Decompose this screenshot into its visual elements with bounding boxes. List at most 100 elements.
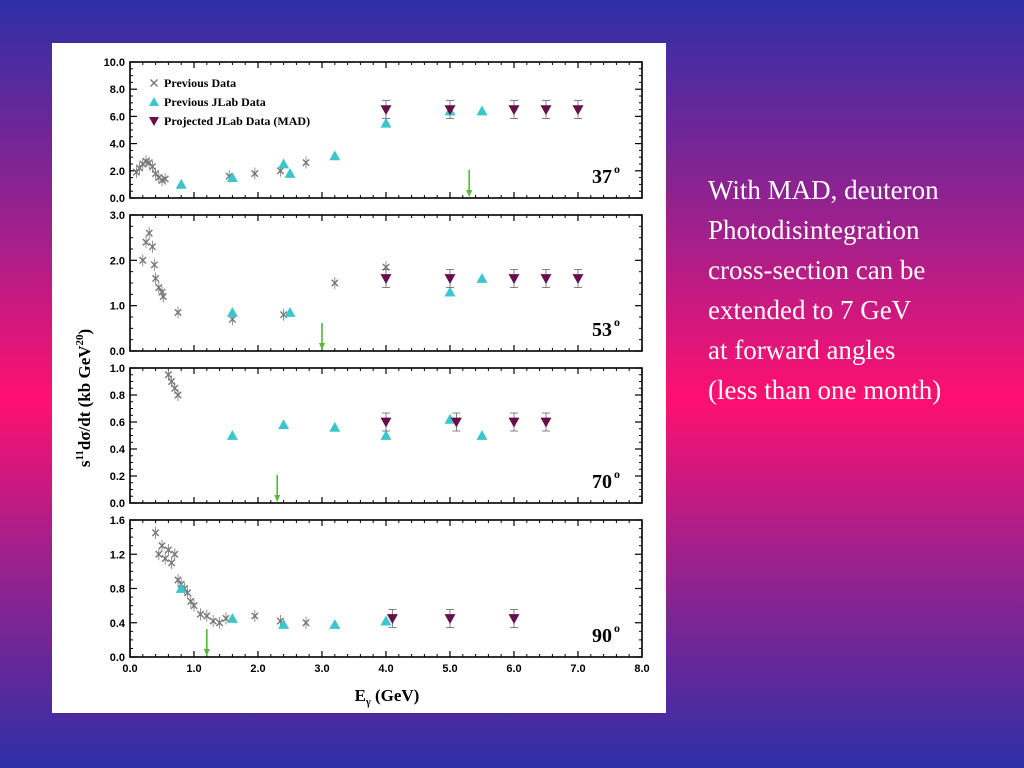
threshold-arrowhead xyxy=(466,190,473,197)
previous-data-point xyxy=(148,243,157,251)
projected-data-point xyxy=(444,274,456,284)
jlab-data-point xyxy=(175,178,187,189)
threshold-arrowhead xyxy=(274,495,281,502)
jlab-data-point xyxy=(284,168,296,178)
previous-data-point xyxy=(174,391,182,399)
y-tick-label: 0.2 xyxy=(110,471,125,483)
chart-panel-90: 0.0 1.0 2.0 3.0 4.0 5.0 6.0 7.0 8.0 0.0 0.4 0.8 1.2 1… xyxy=(110,515,650,675)
previous-data-point xyxy=(155,283,163,292)
previous-data-point xyxy=(228,315,237,323)
y-tick-label: 0.0 xyxy=(110,498,125,510)
panel-angle-label: 90 xyxy=(592,625,612,647)
jlab-data-point xyxy=(278,158,290,169)
jlab-data-point xyxy=(226,430,238,440)
projected-data-point xyxy=(572,105,584,116)
previous-data-point xyxy=(171,550,179,558)
previous-data-point xyxy=(150,261,159,269)
caption-line: Photodisintegration xyxy=(708,215,920,245)
projected-data-point xyxy=(380,417,392,428)
jlab-data-point xyxy=(226,172,238,182)
projected-data-point xyxy=(540,274,552,284)
caption-line: at forward angles xyxy=(708,335,896,365)
previous-data-point xyxy=(302,619,310,627)
jlab-data-point xyxy=(444,286,456,297)
projected-data-point xyxy=(508,417,520,428)
y-tick-label: 8.0 xyxy=(110,84,125,96)
projected-data-point xyxy=(540,417,552,428)
y-axis-label: s11dσ/dt (kb GeV20) xyxy=(74,329,94,467)
y-tick-label: 0.0 xyxy=(110,652,125,664)
previous-data-point xyxy=(151,529,160,537)
y-tick-label: 1.0 xyxy=(110,301,125,313)
previous-data-point xyxy=(161,554,169,563)
projected-data-point xyxy=(380,105,392,116)
x-tick-label: 6.0 xyxy=(506,663,521,675)
previous-data-point xyxy=(209,617,217,625)
y-tick-label: 1.2 xyxy=(110,549,125,561)
previous-data-point xyxy=(139,256,147,265)
caption-line: extended to 7 GeV xyxy=(708,295,912,325)
projected-data-point xyxy=(444,614,456,624)
jlab-data-point xyxy=(476,272,488,283)
projected-data-point xyxy=(508,614,520,624)
panel-angle-label: 53 xyxy=(592,319,612,341)
previous-data-point xyxy=(251,169,259,178)
caption-line: (less than one month) xyxy=(708,375,942,405)
jlab-data-point xyxy=(329,421,341,432)
y-tick-label: 4.0 xyxy=(110,139,125,151)
previous-data-point xyxy=(196,610,205,618)
legend-marker-previous xyxy=(150,79,158,87)
legend-label: Previous Data xyxy=(164,76,236,90)
threshold-arrowhead xyxy=(203,649,210,656)
chart-panel-53: 0.0 1.0 2.0 3.0 53 o xyxy=(110,210,643,358)
previous-data-point xyxy=(215,619,224,627)
previous-data-point xyxy=(174,576,182,584)
y-tick-label: 0.0 xyxy=(110,193,125,205)
projected-data-point xyxy=(508,274,520,284)
jlab-data-point xyxy=(380,117,392,128)
x-tick-label: 2.0 xyxy=(250,663,265,675)
threshold-arrowhead xyxy=(319,343,325,350)
x-axis-label: Eγ (GeV) xyxy=(355,686,420,708)
previous-data-point xyxy=(190,601,198,610)
y-tick-label: 3.0 xyxy=(110,210,125,222)
previous-data-point xyxy=(142,238,150,246)
projected-data-point xyxy=(386,614,398,624)
x-tick-label: 4.0 xyxy=(378,663,393,675)
projected-data-point xyxy=(540,105,552,116)
caption-line: cross-section can be xyxy=(708,255,926,285)
projected-data-point xyxy=(444,105,456,116)
jlab-data-point xyxy=(329,150,341,161)
jlab-data-point xyxy=(329,618,341,629)
previous-data-point xyxy=(171,384,179,392)
panel-angle-degree: o xyxy=(614,467,620,481)
previous-data-point xyxy=(155,550,163,558)
x-tick-label: 8.0 xyxy=(634,663,649,675)
y-tick-label: 0.4 xyxy=(110,444,126,456)
legend-marker-jlab xyxy=(149,97,159,106)
y-tick-label: 2.0 xyxy=(110,255,125,267)
caption-line: With MAD, deuteron xyxy=(708,175,939,205)
y-tick-label: 0.8 xyxy=(110,390,125,402)
legend-label: Previous JLab Data xyxy=(164,95,266,109)
chart-panel-37: 0.0 2.0 4.0 6.0 8.0 10.0 37 o xyxy=(104,57,643,205)
jlab-data-point xyxy=(278,419,290,430)
jlab-data-point xyxy=(226,612,238,623)
projected-data-point xyxy=(380,274,392,284)
previous-data-point xyxy=(174,308,182,317)
legend-marker-projected xyxy=(149,117,159,126)
previous-data-point xyxy=(145,229,153,237)
previous-data-point xyxy=(276,167,285,175)
previous-data-point xyxy=(203,612,211,620)
chart-svg: 0.02.04.06.08.010.037 o0.01.02.03.053 o0.0… xyxy=(74,57,650,708)
x-tick-label: 0.0 xyxy=(122,663,137,675)
y-tick-label: 2.0 xyxy=(110,166,125,178)
y-tick-label: 1.6 xyxy=(110,515,125,527)
legend-label: Projected JLab Data (MAD) xyxy=(164,114,310,128)
y-tick-label: 0.8 xyxy=(110,584,125,596)
previous-data-point xyxy=(187,597,195,606)
y-tick-label: 10.0 xyxy=(104,57,125,69)
previous-data-point xyxy=(331,279,339,287)
jlab-data-point xyxy=(380,430,392,440)
previous-data-point xyxy=(183,589,192,597)
